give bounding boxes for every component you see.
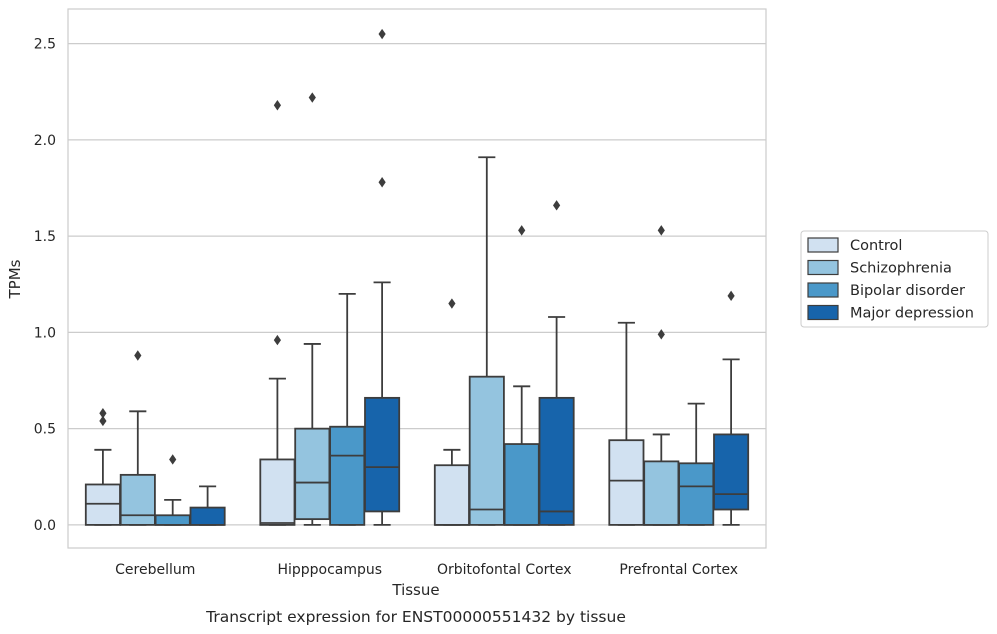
iqr-box — [468, 375, 505, 526]
legend-swatch — [807, 282, 839, 298]
iqr-box — [119, 473, 156, 526]
box-control — [84, 408, 121, 526]
iqr-box — [364, 396, 401, 513]
x-tick-label: Prefrontal Cortex — [619, 562, 738, 578]
box-control — [608, 321, 645, 526]
outlier-point — [99, 415, 107, 427]
legend-swatch — [807, 304, 839, 321]
outlier-point — [134, 350, 142, 361]
x-tick-label: Orbitofontal Cortex — [437, 562, 572, 578]
box-schizophrenia — [294, 92, 331, 526]
outlier-point — [273, 100, 281, 111]
iqr-box — [503, 443, 540, 526]
box-control — [259, 100, 296, 526]
box-schizophrenia — [643, 225, 680, 526]
iqr-box — [713, 433, 750, 511]
y-tick-label: 2.5 — [34, 37, 56, 53]
box-bipolar-disorder — [678, 402, 715, 526]
outlier-point — [657, 225, 665, 236]
x-axis-title: Tissue — [391, 581, 439, 599]
outlier-point — [657, 329, 665, 340]
y-tick-label: 0.0 — [34, 518, 56, 534]
chart-caption: Transcript expression for ENST0000055143… — [205, 608, 626, 626]
legend-frame — [800, 230, 989, 328]
iqr-box — [294, 427, 331, 521]
iqr-box — [329, 425, 366, 526]
x-tick-label: Cerebellum — [115, 562, 195, 578]
box-major-depression — [538, 200, 575, 526]
y-tick-label: 0.5 — [34, 422, 56, 438]
y-tick-label: 1.0 — [34, 325, 56, 341]
y-axis-title: TPMs — [6, 259, 24, 299]
outlier-point — [378, 177, 386, 188]
iqr-box — [433, 464, 470, 526]
outlier-point — [378, 28, 386, 40]
box-bipolar-disorder — [329, 292, 366, 526]
box-bipolar-disorder — [503, 225, 540, 526]
outlier-point — [553, 200, 561, 211]
legend-label: Control — [850, 238, 902, 254]
iqr-box — [538, 396, 575, 526]
plot-area — [84, 28, 750, 526]
box-schizophrenia — [119, 350, 156, 526]
outlier-point — [727, 290, 735, 302]
outlier-point — [518, 225, 526, 236]
legend: Control Schizophrenia Bipolar disorder Majo… — [800, 230, 989, 328]
iqr-box — [259, 458, 296, 526]
x-axis-ticks: Cerebellum Hipppocampus Orbitofontal Corte… — [115, 562, 738, 578]
iqr-box — [154, 514, 191, 526]
outlier-point — [308, 92, 316, 103]
outlier-point — [99, 408, 107, 419]
box-schizophrenia — [468, 156, 505, 526]
legend-label: Major depression — [850, 306, 974, 322]
box-major-depression — [364, 28, 401, 526]
x-tick-label: Hipppocampus — [277, 562, 382, 578]
outlier-point — [273, 334, 281, 346]
iqr-box — [608, 439, 645, 526]
box-bipolar-disorder — [154, 454, 191, 526]
outlier-point — [169, 454, 177, 465]
y-tick-label: 2.0 — [34, 133, 56, 149]
y-axis-ticks: 0.0 0.5 1.0 1.5 2.0 2.5 — [34, 37, 56, 534]
outlier-point — [448, 298, 456, 309]
box-major-depression — [713, 290, 750, 526]
legend-label: Bipolar disorder — [850, 283, 965, 299]
iqr-box — [643, 460, 680, 526]
y-tick-label: 1.5 — [34, 229, 56, 245]
iqr-box — [678, 462, 715, 526]
legend-label: Schizophrenia — [850, 261, 952, 277]
plot-frame — [67, 8, 767, 549]
iqr-box — [84, 483, 121, 526]
legend-swatch — [807, 237, 839, 253]
iqr-box — [189, 506, 226, 526]
box-major-depression — [189, 485, 226, 526]
legend-swatch — [807, 259, 839, 276]
